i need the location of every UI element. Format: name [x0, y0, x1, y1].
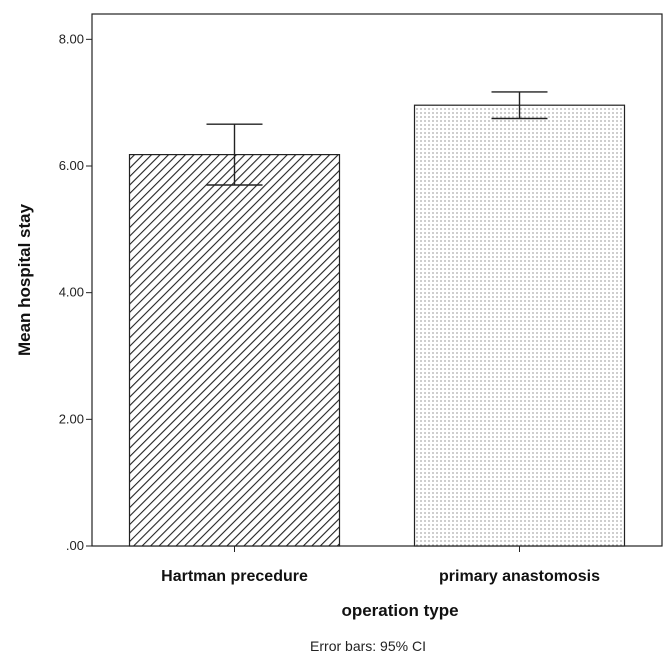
x-category-label: Hartman precedure [161, 568, 308, 585]
y-axis: .00 2.00 4.00 6.00 8.00 [59, 31, 92, 553]
y-tick-label: .00 [66, 538, 84, 553]
y-tick-label: 8.00 [59, 31, 84, 46]
x-axis: Hartman precedure primary anastomosis [161, 546, 600, 585]
error-bars [206, 91, 548, 186]
plot-frame [91, 13, 663, 547]
y-axis-title: Mean hospital stay [15, 203, 34, 356]
bars [128, 104, 626, 547]
bar [128, 154, 341, 547]
x-category-label: primary anastomosis [439, 568, 600, 585]
y-tick-label: 2.00 [59, 411, 84, 426]
error-bars-footnote: Error bars: 95% CI [310, 638, 426, 654]
plot-area-border [91, 13, 663, 547]
bar [413, 104, 626, 547]
x-axis-title: operation type [341, 601, 458, 620]
y-tick-label: 4.00 [59, 285, 84, 300]
y-tick-label: 6.00 [59, 158, 84, 173]
